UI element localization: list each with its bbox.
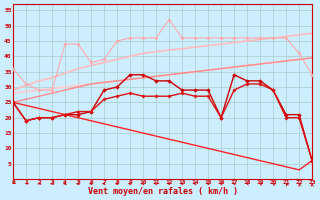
X-axis label: Vent moyen/en rafales ( km/h ): Vent moyen/en rafales ( km/h ): [88, 187, 237, 196]
